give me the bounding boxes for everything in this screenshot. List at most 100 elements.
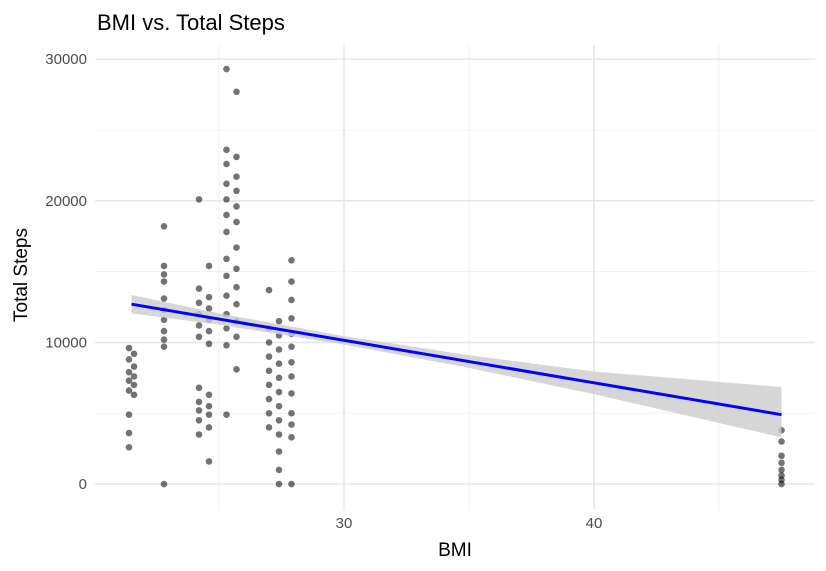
point bbox=[223, 146, 230, 154]
chart-title: BMI vs. Total Steps bbox=[97, 10, 285, 35]
point bbox=[160, 295, 168, 302]
point bbox=[288, 278, 295, 285]
point bbox=[275, 346, 283, 353]
y-axis-title: Total Steps bbox=[11, 228, 32, 322]
point bbox=[233, 333, 240, 341]
point bbox=[125, 356, 133, 363]
point bbox=[233, 153, 240, 161]
point bbox=[195, 407, 203, 414]
point bbox=[160, 480, 168, 488]
point bbox=[265, 381, 273, 389]
point bbox=[160, 222, 168, 230]
point bbox=[160, 271, 168, 278]
point bbox=[223, 272, 230, 280]
point bbox=[130, 363, 138, 370]
point bbox=[233, 300, 240, 308]
point bbox=[778, 438, 785, 445]
point bbox=[205, 411, 213, 418]
point bbox=[160, 316, 168, 324]
point bbox=[288, 343, 295, 350]
point bbox=[233, 244, 240, 251]
point bbox=[288, 421, 295, 428]
point bbox=[125, 411, 133, 418]
point bbox=[778, 452, 785, 460]
point bbox=[195, 322, 203, 329]
point bbox=[195, 333, 203, 341]
point bbox=[195, 299, 203, 307]
point bbox=[265, 367, 273, 375]
point bbox=[265, 409, 273, 417]
point bbox=[233, 366, 240, 373]
point bbox=[125, 387, 133, 394]
point bbox=[265, 353, 273, 360]
point bbox=[160, 262, 168, 270]
point bbox=[223, 196, 230, 203]
y-tick-label: 10000 bbox=[45, 334, 87, 351]
point bbox=[223, 411, 230, 418]
point bbox=[195, 285, 203, 292]
point bbox=[233, 187, 240, 195]
point bbox=[778, 459, 785, 467]
point bbox=[195, 417, 203, 424]
point bbox=[265, 286, 273, 294]
point bbox=[288, 373, 295, 380]
point bbox=[288, 480, 295, 488]
point bbox=[275, 448, 283, 455]
point bbox=[130, 373, 138, 380]
point bbox=[288, 256, 295, 264]
y-tick-label: 0 bbox=[79, 476, 87, 493]
point bbox=[223, 160, 230, 168]
point bbox=[275, 374, 283, 382]
point bbox=[205, 424, 213, 431]
point bbox=[275, 480, 283, 488]
y-tick-label: 30000 bbox=[45, 51, 87, 68]
point bbox=[275, 431, 283, 438]
point bbox=[275, 388, 283, 396]
point bbox=[223, 324, 230, 332]
point bbox=[778, 480, 785, 488]
trend-line bbox=[131, 302, 782, 417]
point bbox=[125, 368, 133, 376]
point bbox=[223, 255, 230, 263]
x-axis-title: BMI bbox=[438, 540, 472, 561]
point bbox=[223, 292, 230, 300]
point bbox=[205, 262, 213, 270]
point bbox=[130, 391, 138, 399]
point bbox=[205, 293, 213, 301]
point bbox=[275, 466, 283, 474]
y-tick-label: 20000 bbox=[45, 193, 87, 210]
point bbox=[233, 173, 240, 181]
point bbox=[275, 317, 283, 325]
point bbox=[265, 424, 273, 431]
point bbox=[130, 350, 138, 358]
point bbox=[195, 196, 203, 203]
point bbox=[160, 336, 168, 343]
point bbox=[130, 381, 138, 389]
x-tick-label: 40 bbox=[586, 515, 603, 532]
point bbox=[125, 344, 133, 352]
point bbox=[223, 228, 230, 236]
point bbox=[160, 327, 168, 335]
point bbox=[233, 265, 240, 273]
point bbox=[288, 315, 295, 322]
point bbox=[195, 431, 203, 438]
point bbox=[233, 283, 240, 291]
point bbox=[205, 391, 213, 399]
point bbox=[205, 402, 213, 410]
point bbox=[205, 327, 213, 335]
x-tick-label: 30 bbox=[336, 515, 353, 532]
point bbox=[233, 218, 240, 226]
point bbox=[265, 339, 273, 346]
point bbox=[275, 402, 283, 410]
point bbox=[195, 398, 203, 406]
point bbox=[275, 360, 283, 367]
point bbox=[223, 65, 230, 73]
point bbox=[778, 466, 785, 474]
point bbox=[125, 443, 133, 451]
point bbox=[223, 211, 230, 219]
point bbox=[275, 417, 283, 424]
point bbox=[223, 341, 230, 349]
point bbox=[288, 409, 295, 417]
